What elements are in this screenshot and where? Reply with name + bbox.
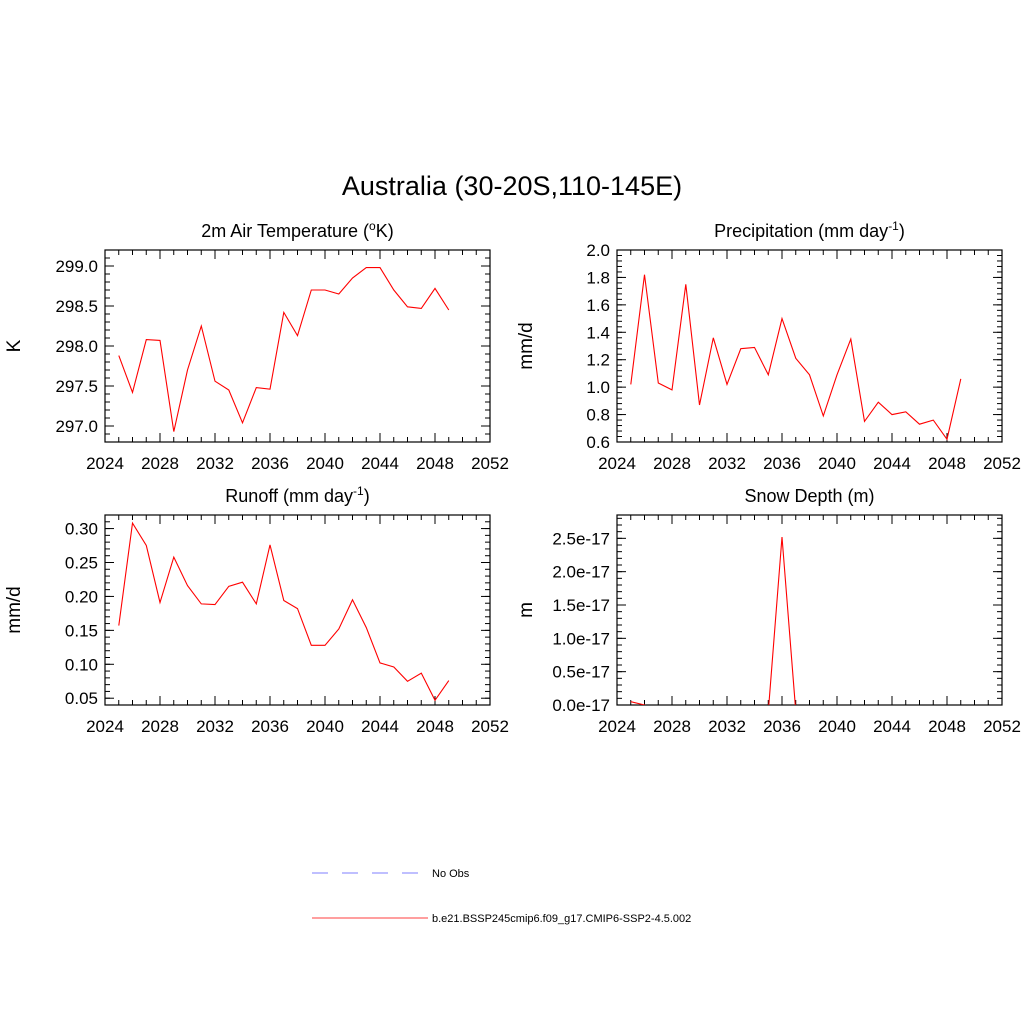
x-tick-label: 2036 bbox=[763, 717, 801, 736]
series-line bbox=[630, 274, 962, 441]
series-line bbox=[118, 521, 450, 702]
x-tick-label: 2028 bbox=[141, 454, 179, 473]
x-tick-label: 2044 bbox=[361, 454, 399, 473]
y-tick-label: 2.0e-17 bbox=[552, 563, 610, 582]
x-tick-label: 2040 bbox=[818, 454, 856, 473]
y-tick-label: 0.6 bbox=[586, 433, 610, 452]
panel-2: 2024 2028 2032 2036 2040 2044 2048 2052 0.6 0.8 1.… bbox=[516, 219, 1021, 473]
y-axis-label: mm/d bbox=[516, 322, 537, 370]
x-tick-label: 2052 bbox=[471, 717, 509, 736]
y-tick-label: 299.0 bbox=[55, 257, 98, 276]
panel-title: 2m Air Temperature (oK) bbox=[201, 219, 393, 241]
y-tick-label: 1.6 bbox=[586, 296, 610, 315]
x-tick-label: 2052 bbox=[983, 717, 1021, 736]
x-tick-label: 2032 bbox=[196, 717, 234, 736]
x-tick-label: 2024 bbox=[86, 454, 124, 473]
x-tick-label: 2032 bbox=[708, 717, 746, 736]
y-tick-label: 0.0e-17 bbox=[552, 696, 610, 715]
x-tick-label: 2028 bbox=[141, 717, 179, 736]
y-tick-label: 0.30 bbox=[65, 520, 98, 539]
panel-3: 2024 2028 2032 2036 2040 2044 2048 2052 0.05 0.10… bbox=[4, 484, 509, 736]
y-tick-label: 0.05 bbox=[65, 689, 98, 708]
x-tick-label: 2028 bbox=[653, 717, 691, 736]
y-tick-label: 298.0 bbox=[55, 337, 98, 356]
x-tick-label: 2032 bbox=[708, 454, 746, 473]
legend-label: No Obs bbox=[432, 868, 470, 880]
y-tick-label: 0.20 bbox=[65, 587, 98, 606]
x-tick-label: 2052 bbox=[471, 454, 509, 473]
y-tick-label: 0.5e-17 bbox=[552, 663, 610, 682]
figure-title: Australia (30-20S,110-145E) bbox=[342, 171, 682, 201]
y-axis-label: mm/d bbox=[4, 586, 25, 634]
series-line bbox=[630, 536, 796, 705]
y-tick-label: 1.0 bbox=[586, 378, 610, 397]
x-tick-label: 2024 bbox=[86, 717, 124, 736]
y-tick-label: 2.5e-17 bbox=[552, 529, 610, 548]
y-tick-label: 2.0 bbox=[586, 241, 610, 260]
panel-title: Precipitation (mm day-1) bbox=[714, 219, 905, 241]
x-tick-label: 2048 bbox=[416, 454, 454, 473]
plot-frame bbox=[616, 249, 1003, 443]
y-axis-label: m bbox=[516, 602, 537, 618]
x-tick-label: 2044 bbox=[361, 717, 399, 736]
x-tick-label: 2048 bbox=[928, 717, 966, 736]
x-tick-label: 2024 bbox=[598, 454, 636, 473]
y-tick-label: 0.15 bbox=[65, 621, 98, 640]
panel-4: 2024 2028 2032 2036 2040 2044 2048 2052 0.0e-17 0… bbox=[516, 486, 1021, 736]
x-tick-label: 2036 bbox=[251, 454, 289, 473]
panels: 2024 2028 2032 2036 2040 2044 2048 2052 297.0 297… bbox=[4, 219, 1021, 736]
x-tick-label: 2032 bbox=[196, 454, 234, 473]
x-tick-label: 2044 bbox=[873, 454, 911, 473]
panel-1: 2024 2028 2032 2036 2040 2044 2048 2052 297.0 297… bbox=[4, 219, 509, 473]
x-tick-label: 2040 bbox=[818, 717, 856, 736]
legend-item: No Obs bbox=[312, 868, 470, 880]
x-tick-label: 2048 bbox=[928, 454, 966, 473]
y-tick-label: 297.5 bbox=[55, 377, 98, 396]
y-axis-label: K bbox=[4, 339, 25, 352]
panel-title: Snow Depth (m) bbox=[744, 486, 874, 506]
x-tick-label: 2036 bbox=[251, 717, 289, 736]
y-tick-label: 1.5e-17 bbox=[552, 596, 610, 615]
y-tick-label: 0.25 bbox=[65, 554, 98, 573]
x-tick-label: 2040 bbox=[306, 717, 344, 736]
plot-frame bbox=[104, 249, 491, 443]
y-tick-label: 0.8 bbox=[586, 406, 610, 425]
x-tick-label: 2048 bbox=[416, 717, 454, 736]
legend-item: b.e21.BSSP245cmip6.f09_g17.CMIP6-SSP2-4.… bbox=[312, 913, 691, 925]
x-tick-label: 2024 bbox=[598, 717, 636, 736]
y-tick-label: 0.10 bbox=[65, 655, 98, 674]
y-tick-label: 1.4 bbox=[586, 323, 610, 342]
y-tick-label: 1.2 bbox=[586, 351, 610, 370]
x-tick-label: 2040 bbox=[306, 454, 344, 473]
y-tick-label: 1.8 bbox=[586, 268, 610, 287]
x-tick-label: 2052 bbox=[983, 454, 1021, 473]
legend: No Obs b.e21.BSSP245cmip6.f09_g17.CMIP6-S… bbox=[312, 868, 691, 925]
legend-label: b.e21.BSSP245cmip6.f09_g17.CMIP6-SSP2-4.… bbox=[432, 913, 691, 925]
y-tick-label: 298.5 bbox=[55, 297, 98, 316]
x-tick-label: 2044 bbox=[873, 717, 911, 736]
y-tick-label: 297.0 bbox=[55, 417, 98, 436]
x-tick-label: 2028 bbox=[653, 454, 691, 473]
series-line bbox=[118, 267, 450, 432]
plot-frame bbox=[616, 514, 1003, 706]
y-tick-label: 1.0e-17 bbox=[552, 629, 610, 648]
panel-title: Runoff (mm day-1) bbox=[225, 484, 369, 506]
x-tick-label: 2036 bbox=[763, 454, 801, 473]
